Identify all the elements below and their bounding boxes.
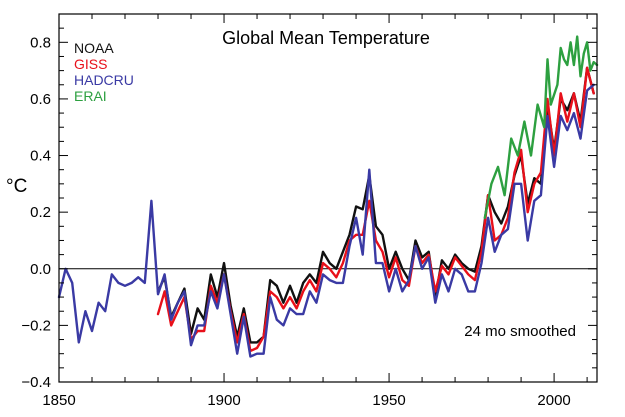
y-tick-label: −0.4 <box>21 374 51 391</box>
y-tick-label: −0.2 <box>21 317 51 334</box>
x-tick-label: 1950 <box>372 392 405 409</box>
x-tick-label: 1850 <box>42 392 75 409</box>
legend-entry-hadcru: HADCRU <box>74 72 134 88</box>
y-tick-label: 0.0 <box>30 261 51 278</box>
legend-entry-erai: ERAI <box>74 88 107 104</box>
x-tick-label: 1900 <box>207 392 240 409</box>
axes-layer: 1850 1900 1950 2000 −0.4 −0.2 0.0 0.2 0.4 0.6 0.8 <box>21 13 598 409</box>
legend-entry-giss: GISS <box>74 56 107 72</box>
series-line-giss <box>156 66 595 353</box>
chart-title: Global Mean Temperature <box>222 28 430 48</box>
y-tick-label: 0.8 <box>30 34 51 51</box>
legend-entry-noaa: NOAA <box>74 40 114 56</box>
y-axis-label: °C <box>6 176 27 197</box>
series-line-erai <box>483 35 599 219</box>
smoothing-annotation: 24 mo smoothed <box>464 323 576 340</box>
series-layer <box>57 35 599 358</box>
series-line-hadcru <box>57 83 595 358</box>
y-tick-label: 0.2 <box>30 204 51 221</box>
y-tick-label: 0.4 <box>30 148 51 165</box>
x-tick-label: 2000 <box>537 392 570 409</box>
y-tick-label: 0.6 <box>30 91 51 108</box>
